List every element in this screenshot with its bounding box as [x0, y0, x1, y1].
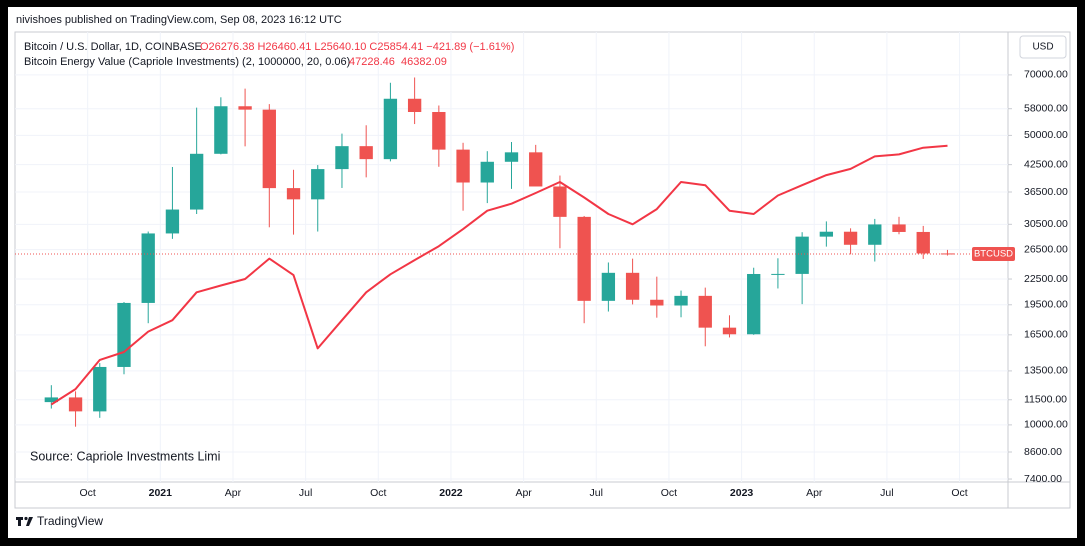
- chart-frame: [14, 31, 1071, 509]
- price-label-box: [972, 247, 1015, 262]
- candle-body: [359, 146, 373, 160]
- x-tick-label: Oct: [79, 487, 95, 499]
- x-tick-label: Oct: [370, 487, 386, 499]
- y-tick-label: 16500.00: [1024, 329, 1068, 341]
- x-tick-label: 2021: [149, 487, 173, 499]
- x-tick-label: 2022: [439, 487, 463, 499]
- candle-body: [68, 397, 83, 412]
- x-tick-label: Apr: [515, 487, 532, 499]
- x-tick-label: Jul: [299, 487, 312, 499]
- y-tick-label: 36500.00: [1024, 186, 1068, 198]
- currency-label[interactable]: USD: [1032, 42, 1053, 53]
- x-tick-label: Oct: [661, 487, 677, 499]
- y-tick-label: 70000.00: [1024, 69, 1068, 81]
- x-tick-label: Jul: [880, 487, 893, 499]
- candle-body: [214, 106, 228, 154]
- candle-body: [819, 231, 834, 237]
- y-tick-label: 8600.00: [1024, 446, 1062, 458]
- x-tick-label: Oct: [951, 487, 967, 499]
- y-tick-label: 13500.00: [1024, 365, 1068, 377]
- indicator-line: [50, 144, 948, 406]
- y-tick-label: 19500.00: [1024, 299, 1068, 311]
- candle-body: [456, 149, 470, 183]
- y-tick-label: 42500.00: [1024, 158, 1068, 170]
- plot: [15, 32, 1008, 482]
- y-tick-label: 30500.00: [1024, 218, 1068, 230]
- candle-body: [625, 272, 640, 300]
- candle-body: [674, 295, 688, 306]
- candle-body: [916, 231, 930, 254]
- logo: [16, 516, 33, 526]
- y-tick-label: 10000.00: [1024, 419, 1068, 431]
- candle-body: [868, 224, 882, 245]
- candle-body: [747, 273, 761, 335]
- candle-body: [722, 327, 737, 335]
- panel: [8, 7, 1077, 538]
- y-tick-label: 22500.00: [1024, 273, 1068, 285]
- candle-body: [577, 216, 591, 301]
- indicator-value: 47228.46: [349, 56, 395, 68]
- y-tick-label: 7400.00: [1024, 473, 1062, 485]
- candle-body: [407, 98, 422, 112]
- y-tick-label: 50000.00: [1024, 129, 1068, 141]
- ohlc-values: O26276.38 H26460.41 L25640.10 C25854.41 …: [200, 41, 514, 53]
- symbol: Bitcoin / U.S. Dollar, 1D, COINBASE: [24, 41, 202, 53]
- candle-body: [262, 109, 276, 189]
- price-label: BTCUSD: [974, 249, 1013, 260]
- x-tick-label: Apr: [806, 487, 823, 499]
- candle-body: [892, 224, 906, 232]
- currency-button[interactable]: [1019, 35, 1067, 59]
- candle-body: [383, 98, 398, 160]
- candle-body: [771, 273, 785, 275]
- candle-body: [165, 209, 180, 234]
- candle-body: [650, 299, 664, 306]
- y-tick-label: 26500.00: [1024, 243, 1068, 255]
- candle-body: [117, 302, 131, 367]
- indicator-value: 46382.09: [401, 56, 447, 68]
- grid: [15, 32, 1008, 482]
- candle-body: [238, 106, 252, 110]
- y-tick-label: 58000.00: [1024, 102, 1068, 114]
- candle-body: [189, 153, 204, 210]
- candle-body: [601, 272, 616, 301]
- candle-body: [480, 161, 494, 183]
- candle-body: [843, 231, 858, 245]
- x-tick-label: 2023: [730, 487, 754, 499]
- x-tick-label: Jul: [590, 487, 603, 499]
- candle-body: [698, 295, 712, 328]
- x-tick-label: Apr: [225, 487, 242, 499]
- candle-body: [432, 111, 446, 150]
- candle-body: [286, 188, 301, 200]
- candle-body: [553, 186, 567, 217]
- candle-body: [44, 397, 58, 403]
- candle-body: [335, 146, 349, 170]
- candle-body: [504, 152, 519, 162]
- header: nivishoes published on TradingView.com, …: [16, 14, 342, 26]
- candle-body: [940, 253, 955, 255]
- candle-body: [795, 236, 809, 274]
- candle-body: [93, 366, 107, 412]
- indicator-name: Bitcoin Energy Value (Capriole Investmen…: [24, 56, 350, 68]
- candle-body: [311, 169, 325, 200]
- y-tick-label: 11500.00: [1024, 394, 1067, 406]
- annotation: Source: Capriole Investments Limi: [30, 449, 220, 463]
- footer: TradingView: [37, 514, 103, 528]
- candle-body: [529, 152, 543, 187]
- candle-body: [141, 233, 155, 303]
